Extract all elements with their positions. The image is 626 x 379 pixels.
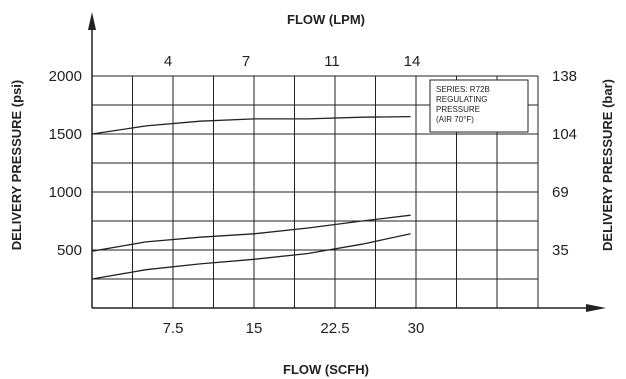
y-tick-label-psi: 1000 <box>49 184 82 201</box>
y-tick-label-psi: 2000 <box>49 68 82 85</box>
x-tick-label-lpm: 7 <box>242 53 250 70</box>
left-axis-title: DELIVERY PRESSURE (psi) <box>9 80 24 250</box>
x-tick-label-lpm: 11 <box>324 53 340 70</box>
y-tick-label-psi: 500 <box>57 242 82 259</box>
bottom-axis-title: FLOW (SCFH) <box>283 362 369 377</box>
tick-labels: 7.5 15 22.5 30 4 7 11 14 500 1000 1500 2000 35 69 104 1… <box>49 53 577 337</box>
note-line: REGULATING <box>436 95 487 104</box>
series-line <box>91 233 411 280</box>
note-line: PRESSURE <box>436 105 480 114</box>
grid <box>92 75 539 308</box>
curves <box>91 115 411 280</box>
x-tick-label-scfh: 7.5 <box>163 320 184 337</box>
x-tick-label-lpm: 4 <box>164 53 172 70</box>
axes <box>88 12 606 312</box>
series-line <box>91 214 411 252</box>
y-tick-label-bar: 35 <box>552 242 569 259</box>
y-tick-label-bar: 138 <box>552 68 577 85</box>
series-note: SERIES: R72B REGULATING PRESSURE (AIR 70°F) <box>429 79 529 133</box>
top-axis-title: FLOW (LPM) <box>287 12 365 27</box>
right-axis-title: DELIVERY PRESSURE (bar) <box>600 79 615 251</box>
x-tick-label-scfh: 30 <box>408 320 425 337</box>
x-tick-label-lpm: 14 <box>404 53 421 70</box>
x-tick-label-scfh: 15 <box>246 320 263 337</box>
note-text: SERIES: R72B REGULATING PRESSURE (AIR 70°F) <box>436 85 490 124</box>
y-tick-label-bar: 104 <box>552 126 577 143</box>
y-tick-label-bar: 69 <box>552 184 569 201</box>
y-axis-arrow <box>88 12 96 30</box>
x-axis-arrow <box>586 304 606 312</box>
series-line <box>91 115 411 135</box>
y-tick-label-psi: 1500 <box>49 126 82 143</box>
x-tick-label-scfh: 22.5 <box>320 320 349 337</box>
note-line: SERIES: R72B <box>436 85 490 94</box>
note-line: (AIR 70°F) <box>436 115 474 124</box>
note-box <box>429 79 529 133</box>
